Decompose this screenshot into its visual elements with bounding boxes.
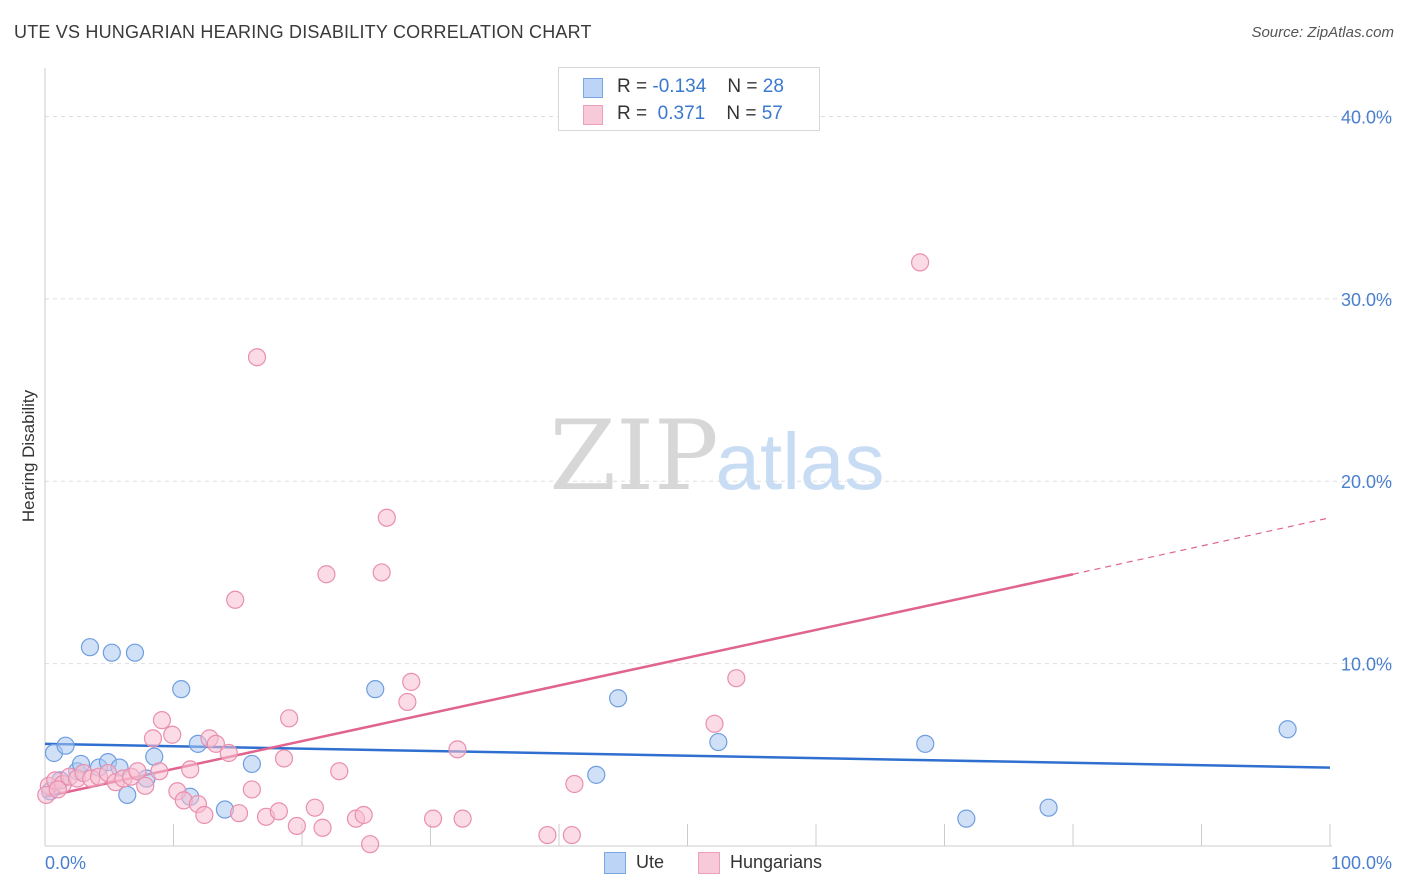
hungarians-legend-label: Hungarians bbox=[730, 852, 823, 872]
hungarians-point-50 bbox=[562, 825, 581, 845]
hungarians-point-31 bbox=[269, 802, 288, 821]
ute-r-value: -0.134 bbox=[652, 76, 707, 97]
hungarians-point-42 bbox=[372, 563, 391, 582]
ute-point-13 bbox=[172, 680, 191, 699]
chart-title: UTE VS HUNGARIAN HEARING DISABILITY CORR… bbox=[14, 22, 592, 42]
hungarians-point-24 bbox=[206, 734, 226, 753]
hungarians-point-49 bbox=[538, 825, 557, 845]
trend-lines bbox=[44, 517, 1331, 798]
hungarians-point-26 bbox=[226, 590, 245, 609]
ute-point-22 bbox=[916, 734, 935, 753]
ute-legend-swatch bbox=[604, 852, 626, 875]
legend-item-ute[interactable]: Ute bbox=[604, 852, 665, 875]
legend-row-hungarians: R = 0.371 N = 57 bbox=[583, 103, 783, 127]
hungarians-trend-extension bbox=[1072, 517, 1331, 575]
y-tick-label-20: 20.0% bbox=[1341, 472, 1392, 492]
ute-point-24 bbox=[1039, 798, 1058, 817]
ute-point-21 bbox=[709, 732, 728, 752]
y-tick-label-30: 30.0% bbox=[1341, 290, 1392, 310]
hungarians-point-48 bbox=[453, 809, 472, 828]
grid-lines bbox=[45, 115, 1392, 665]
y-tick-label-40: 40.0% bbox=[1341, 107, 1392, 127]
legend-row-ute: R = -0.134 N = 28 bbox=[583, 76, 784, 100]
ute-point-4 bbox=[80, 638, 100, 657]
correlation-legend: R = -0.134 N = 28 R = 0.371 N = 57 bbox=[558, 67, 820, 131]
ute-n-label: N = bbox=[727, 76, 758, 97]
hungarians-point-32 bbox=[274, 749, 294, 768]
x-axis-ticks bbox=[44, 824, 1331, 846]
hungarians-n-value: 57 bbox=[761, 103, 783, 124]
ute-legend-label: Ute bbox=[636, 852, 665, 872]
hungarians-point-20 bbox=[181, 760, 200, 779]
hungarians-point-37 bbox=[317, 565, 336, 584]
hungarians-point-38 bbox=[330, 762, 349, 781]
ute-point-19 bbox=[587, 765, 606, 784]
hungarians-point-46 bbox=[423, 809, 443, 828]
hungarians-point-29 bbox=[247, 348, 267, 367]
hungarians-point-52 bbox=[705, 714, 724, 733]
hungarians-point-34 bbox=[287, 816, 306, 836]
hungarians-r-value: 0.371 bbox=[652, 103, 706, 124]
ute-n-value: 28 bbox=[762, 76, 784, 97]
ute-point-23 bbox=[957, 809, 976, 828]
hungarians-point-14 bbox=[143, 729, 163, 748]
hungarians-point-16 bbox=[152, 711, 172, 730]
ute-r-label: R = bbox=[617, 76, 648, 97]
ute-point-7 bbox=[102, 643, 121, 662]
x-tick-label-max: 100.0% bbox=[1331, 853, 1392, 873]
ute-trend-line bbox=[44, 742, 1331, 769]
hungarians-point-51 bbox=[565, 774, 584, 794]
ute-point-18 bbox=[366, 680, 385, 699]
hungarians-point-56 bbox=[48, 780, 67, 799]
hungarians-point-35 bbox=[305, 798, 324, 817]
hungarians-point-27 bbox=[229, 804, 249, 823]
hungarians-point-17 bbox=[163, 725, 182, 744]
hungarians-point-15 bbox=[150, 762, 169, 781]
ute-point-10 bbox=[125, 643, 145, 662]
hungarians-swatch bbox=[583, 105, 603, 125]
hungarians-point-45 bbox=[402, 672, 421, 691]
hungarians-point-43 bbox=[377, 508, 396, 527]
x-tick-label-min: 0.0% bbox=[45, 853, 86, 873]
ute-point-20 bbox=[609, 689, 628, 708]
source-label: Source: ZipAtlas.com bbox=[1251, 24, 1394, 41]
hungarians-point-40 bbox=[354, 805, 373, 825]
ute-swatch bbox=[583, 78, 603, 98]
hungarians-point-53 bbox=[727, 669, 746, 688]
y-axis-ticks: 10.0% 20.0% 30.0% 40.0% bbox=[1341, 107, 1392, 674]
hungarians-point-36 bbox=[313, 818, 332, 837]
hungarians-point-25 bbox=[219, 743, 238, 763]
ute-point-25 bbox=[1278, 720, 1297, 739]
hungarians-legend-swatch bbox=[698, 852, 720, 875]
data-points bbox=[37, 253, 1297, 854]
hungarians-point-54 bbox=[910, 253, 930, 272]
hungarians-point-41 bbox=[361, 835, 380, 854]
watermark-atlas: atlas bbox=[716, 417, 885, 506]
y-tick-label-10: 10.0% bbox=[1341, 655, 1392, 675]
hungarians-n-label: N = bbox=[726, 103, 757, 124]
y-axis-label: Hearing Disability bbox=[19, 389, 38, 522]
hungarians-point-13 bbox=[136, 776, 155, 795]
hungarians-point-33 bbox=[280, 709, 299, 728]
hungarians-trend-line bbox=[44, 573, 1074, 798]
hungarians-r-label: R = bbox=[617, 103, 648, 124]
ute-point-1 bbox=[56, 736, 75, 755]
hungarians-point-44 bbox=[398, 692, 417, 712]
ute-point-17 bbox=[242, 754, 261, 774]
legend-item-hungarians[interactable]: Hungarians bbox=[698, 852, 823, 875]
watermark-zip: ZIP bbox=[549, 400, 718, 512]
hungarians-point-47 bbox=[448, 740, 467, 759]
hungarians-point-22 bbox=[195, 805, 214, 825]
hungarians-point-28 bbox=[242, 780, 261, 799]
hungarians-point-12 bbox=[128, 762, 147, 781]
